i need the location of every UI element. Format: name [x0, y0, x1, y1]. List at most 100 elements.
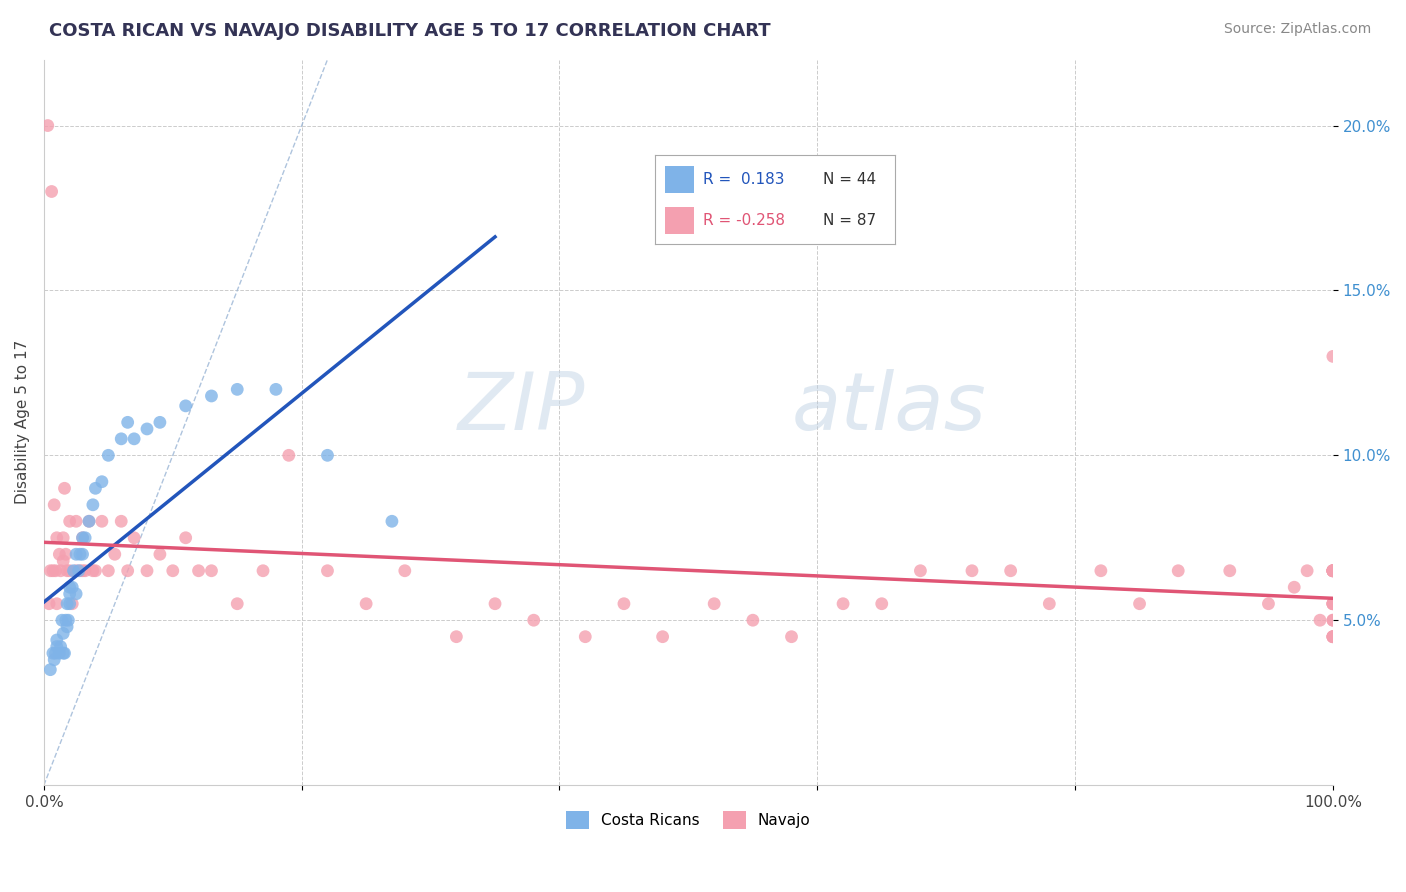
Point [44, 564, 66, 578]
Point [910, 564, 932, 578]
Point [316, 448, 339, 462]
Point [1322, 564, 1344, 578]
Point [59, 587, 82, 601]
Point [59, 564, 82, 578]
Point [56, 620, 79, 634]
Point [72, 531, 94, 545]
Point [122, 432, 145, 446]
Point [52, 646, 75, 660]
Point [277, 448, 299, 462]
Point [1090, 564, 1112, 578]
Point [48, 547, 70, 561]
Point [200, 564, 222, 578]
Point [56, 564, 79, 578]
Point [53, 481, 76, 495]
Point [446, 630, 468, 644]
Point [90, 475, 112, 489]
Point [84, 481, 107, 495]
Text: R = -0.258: R = -0.258 [703, 213, 785, 227]
Point [1322, 597, 1344, 611]
Point [1322, 564, 1344, 578]
Point [1219, 564, 1241, 578]
Point [1296, 564, 1319, 578]
Point [1322, 564, 1344, 578]
Point [60, 580, 83, 594]
Point [174, 399, 197, 413]
Point [1128, 597, 1150, 611]
Legend: Costa Ricans, Navajo: Costa Ricans, Navajo [560, 805, 817, 836]
Point [45, 597, 67, 611]
Point [65, 514, 87, 528]
Point [149, 415, 172, 429]
Point [72, 531, 94, 545]
Point [960, 564, 983, 578]
Point [252, 564, 274, 578]
Point [53, 646, 76, 660]
Point [651, 630, 673, 644]
Text: Source: ZipAtlas.com: Source: ZipAtlas.com [1223, 22, 1371, 37]
Point [741, 613, 763, 627]
Point [1322, 564, 1344, 578]
Point [60, 597, 83, 611]
Point [59, 597, 82, 611]
Point [41, 185, 63, 199]
Point [45, 632, 67, 647]
Point [49, 564, 72, 578]
Point [162, 564, 184, 578]
Point [226, 597, 249, 611]
Point [62, 564, 84, 578]
Point [52, 554, 75, 568]
Y-axis label: Disability Age 5 to 17: Disability Age 5 to 17 [15, 340, 30, 505]
Point [59, 514, 82, 528]
Point [45, 640, 67, 654]
Point [1257, 597, 1279, 611]
Point [1322, 597, 1344, 611]
Point [574, 630, 596, 644]
Point [39, 564, 62, 578]
Point [1322, 630, 1344, 644]
Point [97, 448, 120, 462]
Point [1322, 630, 1344, 644]
Point [1322, 564, 1344, 578]
Point [65, 587, 87, 601]
Point [75, 531, 97, 545]
Point [84, 564, 107, 578]
Point [51, 613, 73, 627]
Point [49, 640, 72, 654]
Point [90, 514, 112, 528]
Point [72, 547, 94, 561]
Point [1322, 597, 1344, 611]
Point [117, 564, 139, 578]
Point [55, 613, 77, 627]
Point [69, 547, 91, 561]
Point [48, 646, 70, 660]
Text: N = 44: N = 44 [823, 172, 876, 186]
Point [55, 547, 77, 561]
Point [44, 498, 66, 512]
Point [1038, 597, 1060, 611]
Point [65, 547, 87, 561]
Point [187, 564, 209, 578]
Text: ZIP: ZIP [458, 368, 585, 447]
Text: R =  0.183: R = 0.183 [703, 172, 785, 186]
Point [37, 119, 59, 133]
Point [149, 547, 172, 561]
Point [72, 564, 94, 578]
Point [42, 564, 65, 578]
Point [82, 564, 104, 578]
Point [59, 580, 82, 594]
Point [38, 597, 60, 611]
Point [75, 564, 97, 578]
Point [832, 597, 855, 611]
Point [354, 597, 377, 611]
Point [44, 646, 66, 660]
Point [1309, 613, 1331, 627]
Point [65, 564, 87, 578]
Point [110, 514, 132, 528]
Point [484, 597, 506, 611]
Point [1322, 613, 1344, 627]
Point [523, 613, 546, 627]
Point [42, 646, 65, 660]
Point [780, 630, 803, 644]
Point [226, 383, 249, 397]
